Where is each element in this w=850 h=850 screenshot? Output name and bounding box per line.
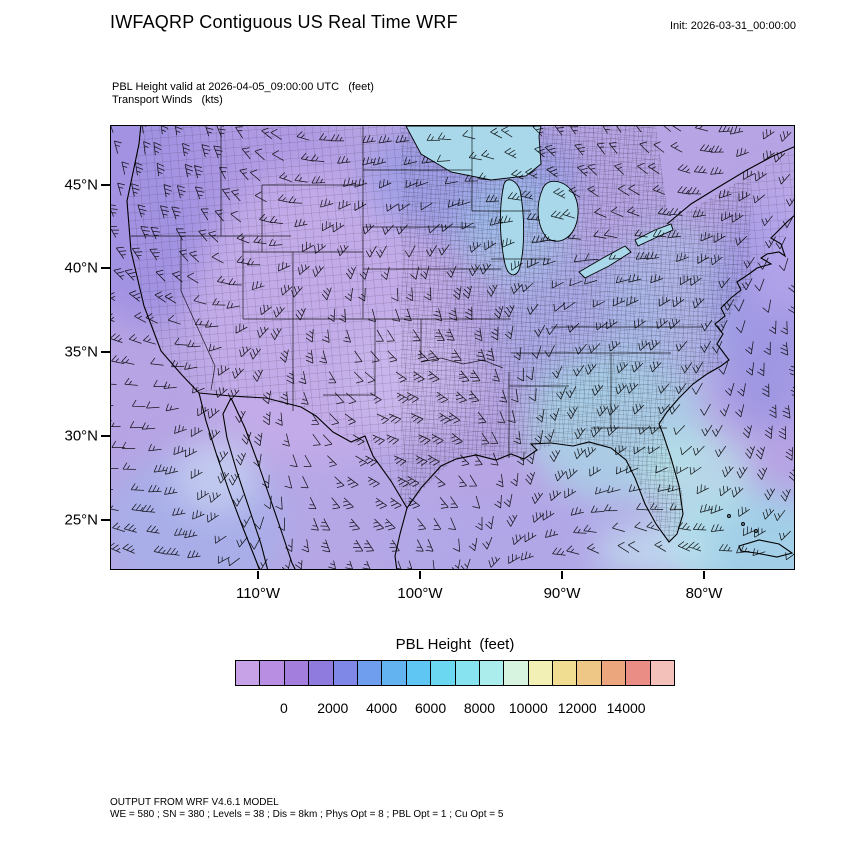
colorbar-cell — [381, 661, 406, 685]
colorbar-cell — [332, 661, 357, 685]
lat-label-30n: 30°N — [64, 427, 98, 445]
colorbar-title: PBL Height (feet) — [395, 636, 515, 653]
colorbar-tick-label: 6000 — [414, 700, 447, 716]
lon-tick-mark — [419, 571, 421, 579]
lat-label-25n: 25°N — [64, 511, 98, 529]
lon-tick-mark — [703, 571, 705, 579]
model-config-label: WE = 580 ; SN = 380 ; Levels = 38 ; Dis … — [110, 809, 504, 820]
lat-tick-mark — [101, 519, 110, 521]
colorbar-cell — [552, 661, 577, 685]
lat-label-40n: 40°N — [64, 259, 98, 277]
lon-tick-mark — [257, 571, 259, 579]
colorbar-cell — [649, 661, 675, 685]
winds-units-label: Transport Winds (kts) — [112, 94, 223, 106]
colorbar-tick-label: 2000 — [317, 700, 349, 716]
colorbar-cell — [527, 661, 553, 685]
colorbar-cell — [356, 661, 382, 685]
colorbar-ticks: 0 2000 4000 6000 8000 10000 12000 14000 — [235, 700, 675, 718]
lat-tick-mark — [101, 435, 110, 437]
colorbar-tick-label: 14000 — [606, 700, 646, 716]
plot-title: IWFAQRP Contiguous US Real Time WRF — [110, 12, 458, 32]
colorbar-tick-label: 8000 — [463, 700, 496, 716]
colorbar-cell — [283, 661, 309, 685]
colorbar-cell — [576, 661, 601, 685]
colorbar-cell — [430, 661, 455, 685]
colorbar-cell — [454, 661, 479, 685]
lat-tick-mark — [101, 267, 110, 269]
map-plot-area — [110, 125, 795, 570]
colorbar-cell — [600, 661, 626, 685]
colorbar-tick-label: 0 — [279, 700, 288, 716]
colorbar-cell — [259, 661, 284, 685]
colorbar-cell — [405, 661, 431, 685]
colorbar-tick-label: 10000 — [508, 700, 548, 716]
colorbar-cell — [236, 661, 260, 685]
lon-label-110w: 110°W — [235, 585, 281, 602]
init-timestamp: Init: 2026-03-31_00:00:00 — [670, 20, 796, 32]
colorbar-cell — [478, 661, 504, 685]
model-output-label: OUTPUT FROM WRF V4.6.1 MODEL — [110, 797, 279, 808]
lat-tick-mark — [101, 184, 110, 186]
colorbar-tick-label: 4000 — [366, 700, 398, 716]
colorbar — [235, 660, 675, 686]
wind-barbs — [111, 126, 794, 569]
colorbar-cell — [625, 661, 650, 685]
map-canvas — [111, 126, 794, 569]
colorbar-cell — [308, 661, 333, 685]
coastlines — [126, 126, 794, 569]
lon-label-90w: 90°W — [543, 585, 581, 602]
lat-tick-mark — [101, 351, 110, 353]
lon-label-100w: 100°W — [397, 585, 443, 602]
valid-time-label: PBL Height valid at 2026-04-05_09:00:00 … — [112, 81, 374, 93]
great-lakes — [405, 126, 674, 279]
lat-label-45n: 45°N — [64, 176, 98, 194]
colorbar-cell — [503, 661, 528, 685]
colorbar-tick-label: 12000 — [557, 700, 597, 716]
lon-tick-mark — [561, 571, 563, 579]
lat-label-35n: 35°N — [64, 343, 98, 361]
lon-label-80w: 80°W — [685, 585, 723, 602]
